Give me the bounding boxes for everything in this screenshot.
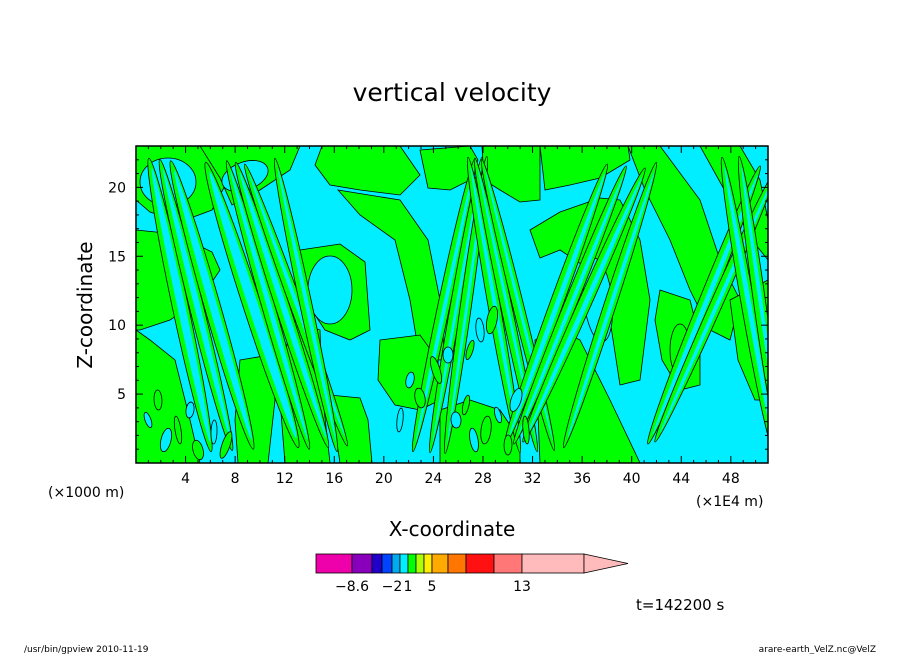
- colorbar-segment: [415, 553, 425, 574]
- colorbar-segment: [447, 553, 467, 574]
- colorbar-label: −2: [382, 579, 403, 595]
- colorbar-segment: [465, 553, 495, 574]
- x-unit-right: (×1E4 m): [696, 494, 763, 510]
- y-tick-label: 20: [108, 180, 126, 196]
- colorbar-segment: [493, 553, 523, 574]
- plot-frame: [135, 145, 769, 464]
- cyan-stripe: [528, 177, 642, 433]
- speckle: [493, 406, 503, 424]
- x-tick-label: 20: [375, 471, 393, 487]
- colorbar-segment: [399, 553, 409, 574]
- speckle: [159, 427, 173, 453]
- speckle: [509, 388, 523, 412]
- plot-area: [135, 145, 769, 464]
- cyan-stripe: [470, 167, 520, 443]
- speckle: [475, 317, 485, 343]
- x-tick-label: 4: [181, 471, 190, 487]
- cyan-stripe: [415, 168, 475, 442]
- colorbar-segment: [521, 553, 585, 574]
- speckle: [450, 411, 462, 429]
- cyan-stripe: [239, 171, 327, 439]
- time-label: t=142200 s: [636, 596, 724, 614]
- colorbar-segment: [431, 553, 449, 574]
- speckle: [522, 415, 530, 445]
- green-region: [136, 329, 201, 463]
- speckle: [461, 394, 471, 416]
- colorbar-segment: [423, 553, 433, 574]
- y-axis: 5 10 15 20: [108, 159, 768, 450]
- colorbar: [315, 553, 629, 574]
- footer-left: /usr/bin/gpview 2010-11-19: [24, 645, 149, 654]
- green-region: [314, 146, 421, 196]
- colorbar-segment: [371, 553, 383, 574]
- speckle: [210, 419, 218, 445]
- x-axis-label: X-coordinate: [389, 517, 516, 541]
- cyan-stripe: [432, 167, 482, 443]
- chart-title: vertical velocity: [353, 78, 552, 107]
- speckle: [153, 389, 163, 411]
- speckle: [219, 431, 233, 459]
- green-region: [529, 197, 651, 386]
- x-tick-label: 40: [623, 471, 641, 487]
- colorbar-segment: [381, 553, 393, 574]
- speckle: [480, 415, 492, 445]
- speckle: [486, 305, 498, 335]
- cyan-stripe: [174, 170, 252, 440]
- green-region: [329, 394, 373, 463]
- y-tick-label: 5: [117, 387, 126, 403]
- footer-right: arare-earth_VelZ.nc@VelZ: [759, 645, 876, 654]
- speckle: [503, 434, 513, 456]
- colorbar-label: −8.6: [335, 579, 369, 595]
- y-tick-label: 15: [108, 249, 126, 265]
- speckle: [396, 407, 404, 433]
- y-tick-label: 10: [108, 318, 126, 334]
- speckle: [192, 439, 204, 461]
- x-tick-label: 36: [573, 471, 591, 487]
- x-tick-label: 32: [524, 471, 542, 487]
- cyan-region: [307, 255, 353, 325]
- x-tick-label: 8: [231, 471, 240, 487]
- speckle: [173, 415, 183, 445]
- speckle: [442, 346, 454, 364]
- speckle: [185, 401, 195, 419]
- speckle: [414, 387, 426, 409]
- speckle: [143, 412, 153, 428]
- cyan-stripe: [151, 168, 211, 442]
- cyan-stripe: [518, 175, 624, 435]
- cyan-stripe: [477, 168, 537, 442]
- x-tick-label: 24: [424, 471, 442, 487]
- colorbar-arrow: [583, 553, 629, 574]
- x-tick-label: 16: [325, 471, 343, 487]
- cyan-stripe: [163, 169, 231, 441]
- velocity-field: [136, 146, 768, 463]
- cyan-stripe: [567, 171, 655, 439]
- colorbar-segment: [391, 553, 401, 574]
- x-axis: 4 8 12 16 20 24 28 32 36 40 44 48: [147, 146, 757, 487]
- colorbar-segment: [315, 553, 353, 574]
- speckle: [465, 339, 475, 361]
- colorbar-label: 1: [404, 579, 413, 595]
- x-tick-label: 48: [722, 471, 740, 487]
- cyan-stripe: [741, 166, 768, 444]
- x-tick-label: 12: [276, 471, 294, 487]
- colorbar-labels: −8.6 −2 1 5 13: [335, 579, 531, 595]
- colorbar-label: 5: [428, 579, 437, 595]
- speckle: [405, 371, 415, 389]
- speckle: [429, 356, 443, 384]
- x-tick-label: 28: [474, 471, 492, 487]
- speckle: [469, 427, 479, 453]
- colorbar-segment: [407, 553, 417, 574]
- colorbar-segment: [351, 553, 373, 574]
- x-tick-label: 44: [672, 471, 690, 487]
- cyan-stripe: [509, 173, 605, 437]
- cyan-stripe: [724, 167, 768, 443]
- x-unit-left: (×1000 m): [48, 485, 124, 501]
- cyan-stripe: [277, 168, 337, 442]
- y-axis-label: Z-coordinate: [73, 241, 97, 368]
- cyan-stripe: [230, 170, 308, 440]
- colorbar-label: 13: [513, 579, 531, 595]
- cyan-stripe: [209, 171, 297, 439]
